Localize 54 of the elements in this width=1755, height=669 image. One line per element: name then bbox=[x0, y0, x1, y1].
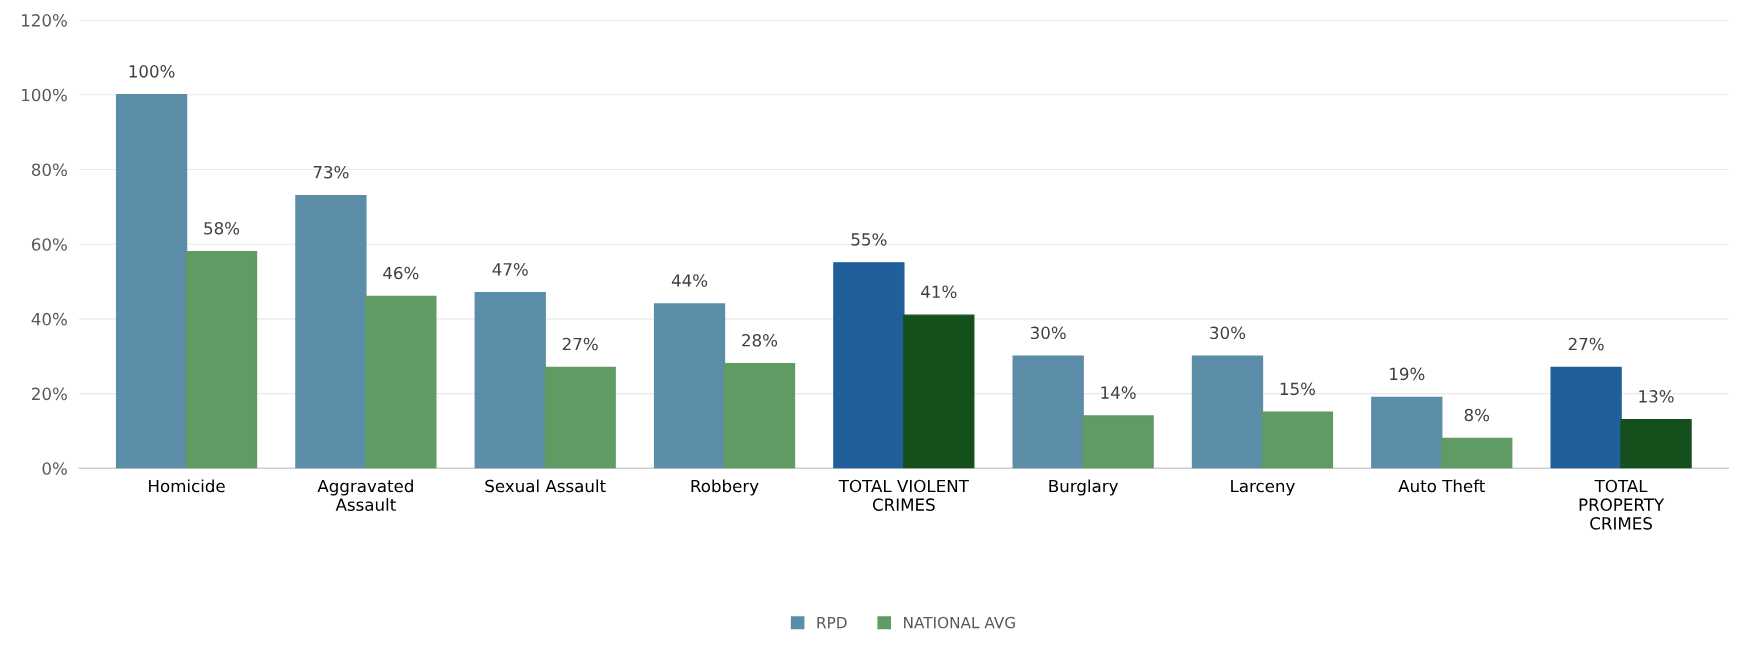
x-tick-label: Auto Theft bbox=[1398, 479, 1485, 493]
data-label: 47% bbox=[492, 263, 528, 276]
y-tick-label: 100% bbox=[22, 88, 67, 102]
bar bbox=[544, 366, 616, 469]
bar bbox=[365, 295, 437, 469]
bar bbox=[1082, 415, 1154, 469]
bar bbox=[1012, 355, 1084, 469]
bar bbox=[474, 292, 546, 469]
bar bbox=[723, 363, 796, 469]
data-label: 46% bbox=[383, 266, 419, 280]
bar bbox=[1261, 411, 1334, 469]
data-label: 27% bbox=[562, 337, 598, 351]
data-label: 28% bbox=[742, 333, 778, 347]
y-tick-label: 120% bbox=[22, 14, 67, 27]
bar bbox=[1441, 437, 1513, 469]
data-label: 13% bbox=[1639, 390, 1674, 403]
data-label: 44% bbox=[671, 274, 708, 287]
data-label: 73% bbox=[313, 165, 349, 179]
bar bbox=[115, 94, 188, 469]
legend-label: RPD bbox=[817, 616, 847, 629]
data-label: 41% bbox=[921, 285, 957, 299]
data-label: 55% bbox=[851, 233, 887, 246]
x-tick-label: Burglary bbox=[1049, 479, 1118, 496]
x-tick-label: Larceny bbox=[1231, 479, 1295, 496]
data-label: 100% bbox=[129, 65, 175, 78]
x-tick-label: Robbery bbox=[691, 479, 759, 496]
x-tick-label: TOTAL VIOLENT CRIMES bbox=[838, 479, 969, 511]
bar bbox=[1371, 396, 1443, 469]
y-tick-label: 20% bbox=[32, 387, 67, 401]
x-tick-label: Aggravated Assault bbox=[317, 479, 413, 511]
data-label: 8% bbox=[1464, 408, 1490, 422]
x-tick-label: Sexual Assault bbox=[485, 479, 606, 493]
y-tick-label: 60% bbox=[31, 238, 67, 251]
bar bbox=[185, 250, 258, 469]
legend-label: NATIONAL AVG bbox=[904, 616, 1015, 629]
bar bbox=[1550, 366, 1622, 469]
data-label: 14% bbox=[1101, 386, 1136, 399]
data-label: 58% bbox=[204, 221, 240, 235]
bar bbox=[295, 194, 367, 469]
x-tick-label: TOTAL PROPERTY CRIMES bbox=[1579, 479, 1665, 530]
data-label: 19% bbox=[1390, 367, 1425, 381]
bar bbox=[903, 314, 975, 469]
data-label: 30% bbox=[1210, 326, 1246, 340]
y-tick-label: 40% bbox=[31, 312, 67, 326]
bar bbox=[833, 262, 905, 469]
bar bbox=[653, 303, 726, 469]
bar bbox=[1191, 355, 1264, 469]
y-tick-label: 80% bbox=[31, 163, 67, 177]
bar bbox=[1620, 419, 1692, 469]
data-label: 30% bbox=[1030, 326, 1066, 340]
data-label: 27% bbox=[1568, 337, 1604, 351]
y-tick-label: 0% bbox=[42, 462, 67, 475]
x-tick-label: Homicide bbox=[149, 479, 225, 493]
data-label: 15% bbox=[1280, 382, 1316, 396]
